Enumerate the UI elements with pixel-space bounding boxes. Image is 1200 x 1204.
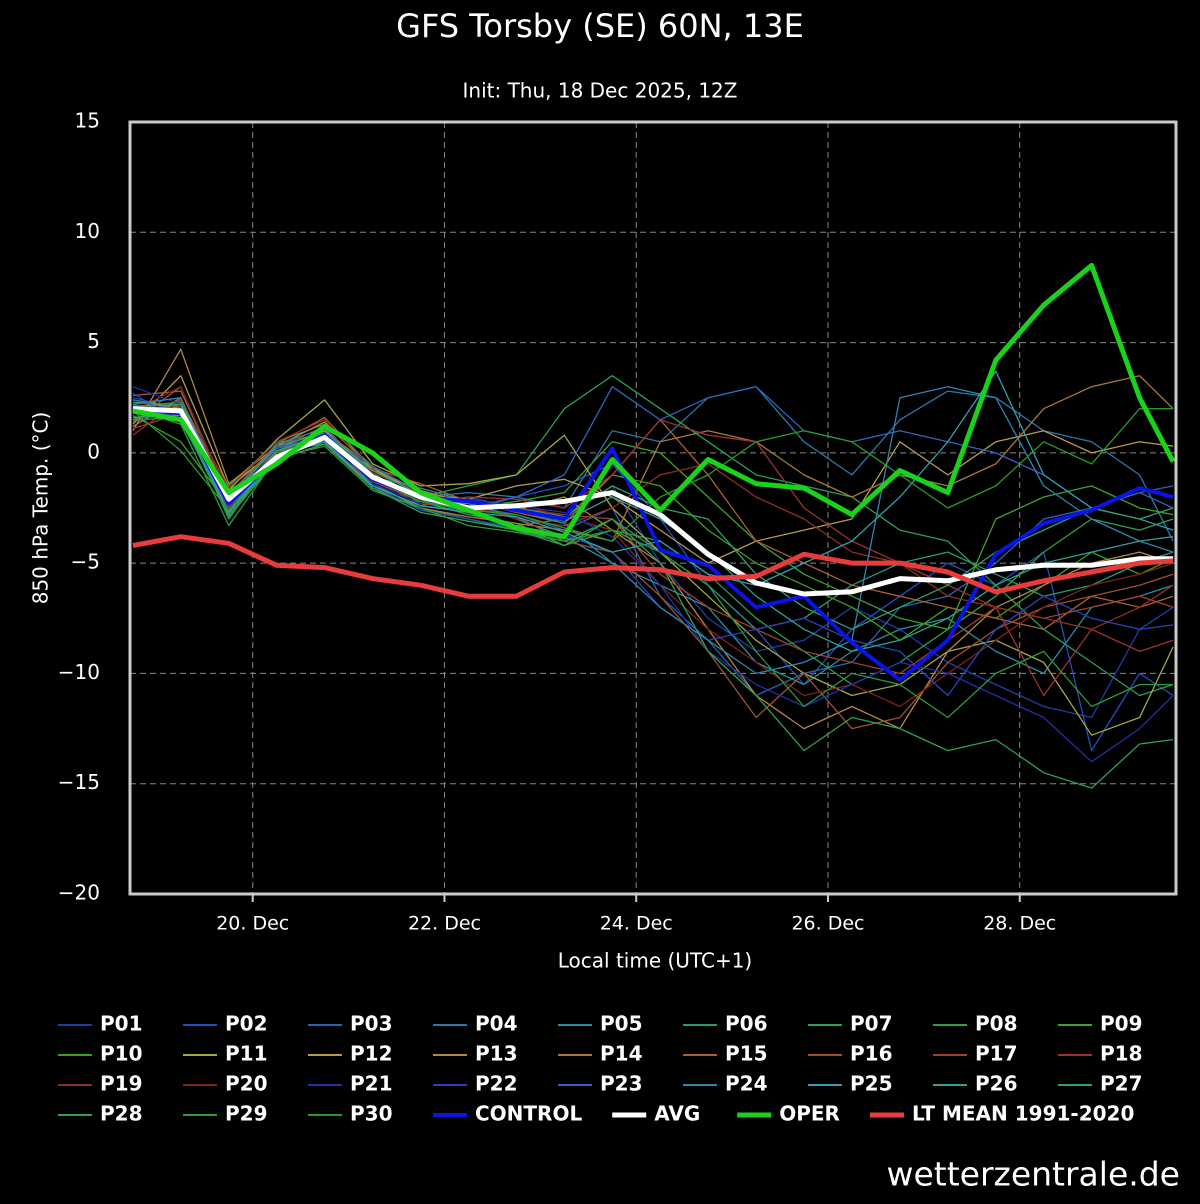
chart-title: GFS Torsby (SE) 60N, 13E [396, 7, 804, 45]
legend-label: P26 [975, 1072, 1018, 1096]
legend-label: P28 [100, 1102, 143, 1126]
legend-label: P18 [1100, 1042, 1143, 1066]
chart-subtitle: Init: Thu, 18 Dec 2025, 12Z [463, 79, 738, 103]
legend-label: OPER [779, 1102, 840, 1126]
y-tick-label: 15 [75, 109, 100, 133]
legend-label: P25 [850, 1072, 893, 1096]
legend-label: P21 [350, 1072, 393, 1096]
y-tick-label: −20 [58, 881, 100, 905]
watermark: wetterzentrale.de [886, 1155, 1180, 1194]
y-axis-label: 850 hPa Temp. (°C) [29, 412, 53, 605]
y-tick-label: −15 [58, 770, 100, 794]
legend-label: P30 [350, 1102, 393, 1126]
series-line [132, 399, 1174, 630]
series-line [132, 386, 1174, 675]
legend-label: P04 [475, 1012, 518, 1036]
legend-label: P24 [725, 1072, 768, 1096]
legend-label: P02 [225, 1012, 268, 1036]
x-tick-label: 28. Dec [983, 913, 1056, 935]
legend: P01 P02 P03 P04 P05 P06 P07 P08 P09 P10 P11 P12 P13 P… [58, 1012, 1143, 1126]
legend-label: P20 [225, 1072, 268, 1096]
legend-label: P08 [975, 1012, 1018, 1036]
x-axis-label: Local time (UTC+1) [558, 949, 752, 973]
legend-label: P12 [350, 1042, 393, 1066]
legend-label: P11 [225, 1042, 268, 1066]
y-tick-label: 5 [87, 329, 100, 353]
legend-label: P22 [475, 1072, 518, 1096]
y-tick-label: −10 [58, 660, 100, 684]
legend-label: P16 [850, 1042, 893, 1066]
legend-label: P03 [350, 1012, 393, 1036]
series-line [132, 262, 1176, 540]
legend-label: P23 [600, 1072, 643, 1096]
legend-label: P27 [1100, 1072, 1143, 1096]
series-line [132, 386, 1174, 542]
legend-label: CONTROL [475, 1102, 582, 1126]
legend-label: AVG [654, 1102, 700, 1126]
plot-frame [128, 120, 1178, 896]
legend-label: P19 [100, 1072, 143, 1096]
legend-label: P01 [100, 1012, 143, 1036]
legend-label: P06 [725, 1012, 768, 1036]
legend-label: P09 [1100, 1012, 1143, 1036]
plot-area [132, 262, 1176, 789]
y-tick-label: −5 [71, 550, 100, 574]
x-tick-label: 20. Dec [216, 913, 289, 935]
series-line [132, 408, 1174, 719]
legend-label: P07 [850, 1012, 893, 1036]
series-line [132, 406, 1174, 597]
x-tick-label: 22. Dec [408, 913, 481, 935]
legend-label: P10 [100, 1042, 143, 1066]
y-tick-label: 0 [87, 439, 100, 463]
series-line [132, 416, 1174, 789]
y-tick-label: 10 [75, 219, 100, 243]
legend-label: P05 [600, 1012, 643, 1036]
series-line [132, 534, 1174, 599]
x-tick-label: 24. Dec [600, 913, 673, 935]
legend-label: P29 [225, 1102, 268, 1126]
legend-label: P14 [600, 1042, 643, 1066]
legend-label: P13 [475, 1042, 518, 1066]
legend-label: P17 [975, 1042, 1018, 1066]
legend-label: LT MEAN 1991-2020 [912, 1102, 1134, 1126]
legend-label: P15 [725, 1042, 768, 1066]
x-tick-label: 26. Dec [791, 913, 864, 935]
